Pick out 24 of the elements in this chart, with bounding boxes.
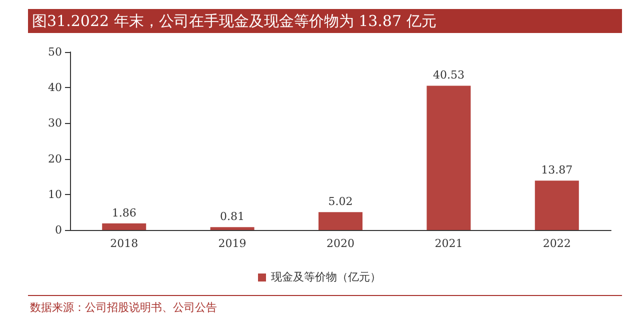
bar bbox=[318, 212, 362, 230]
bar bbox=[534, 180, 579, 230]
source-note: 数据来源：公司招股说明书、公司公告 bbox=[30, 300, 217, 315]
bar bbox=[102, 223, 146, 230]
y-tick-label: 50 bbox=[48, 46, 62, 58]
y-tick-label: 40 bbox=[48, 81, 62, 94]
bar bbox=[426, 86, 471, 230]
data-label: 0.81 bbox=[220, 210, 245, 224]
bar bbox=[210, 227, 254, 230]
legend-label: 现金及等价物（亿元） bbox=[271, 272, 381, 284]
x-tick-label: 2019 bbox=[218, 237, 246, 250]
x-tick-label: 2018 bbox=[110, 237, 138, 250]
y-tick-label: 30 bbox=[48, 116, 62, 130]
x-tick-label: 2020 bbox=[326, 237, 354, 250]
data-label: 5.02 bbox=[328, 195, 353, 208]
data-label: 40.53 bbox=[432, 68, 464, 82]
data-label: 13.87 bbox=[541, 164, 573, 177]
x-tick-label: 2022 bbox=[542, 237, 571, 250]
y-tick-label: 20 bbox=[48, 152, 62, 166]
y-tick-label: 10 bbox=[48, 188, 62, 201]
data-label: 1.86 bbox=[112, 206, 136, 220]
y-tick-label: 0 bbox=[55, 224, 62, 236]
chart-title: 图31.2022 年末，公司在手现金及现金等价物为 13.87 亿元 bbox=[28, 9, 622, 33]
x-tick-label: 2021 bbox=[434, 237, 463, 250]
